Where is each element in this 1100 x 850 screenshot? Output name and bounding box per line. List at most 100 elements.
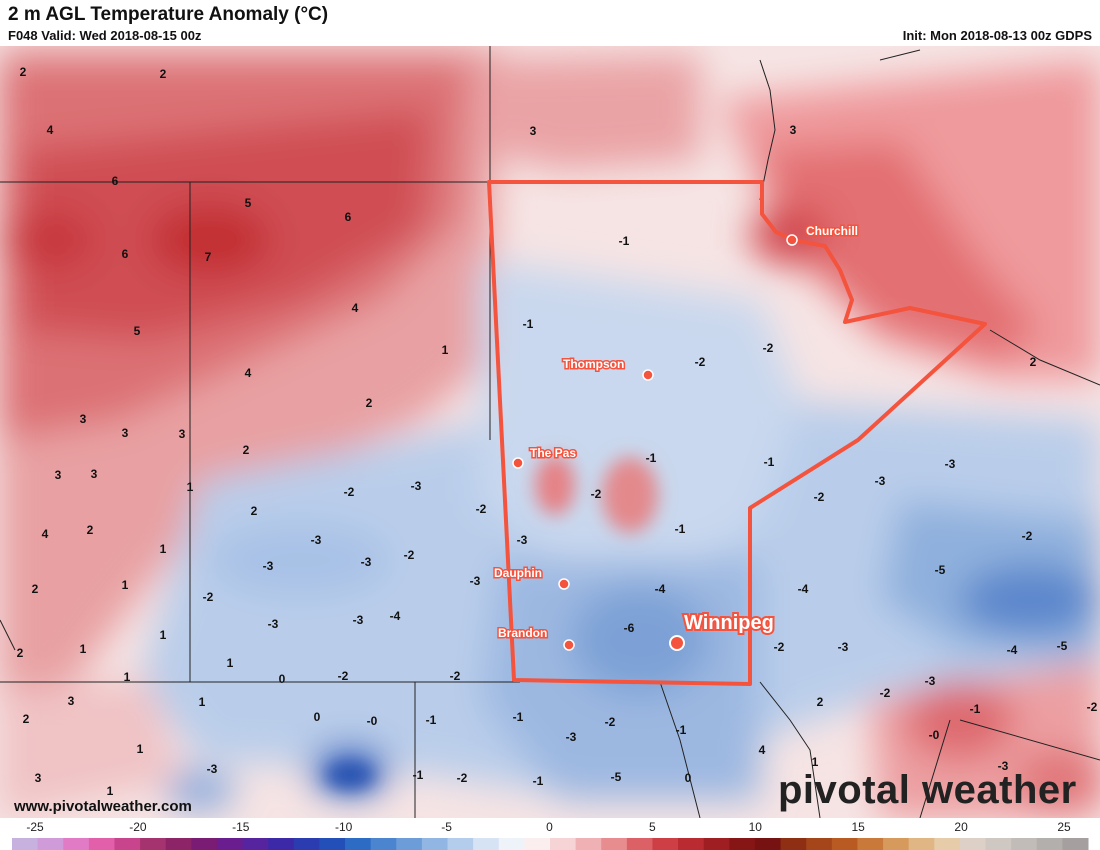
colorbar-swatch [857, 838, 884, 850]
colorbar-tick-label: -25 [26, 820, 44, 834]
value-label: 1 [107, 784, 114, 798]
website-url: www.pivotalweather.com [14, 798, 192, 815]
value-label: -3 [311, 533, 322, 547]
value-label: -1 [676, 723, 687, 737]
value-label: -1 [764, 455, 775, 469]
colorbar-swatch [729, 838, 756, 850]
colorbar-tick-label: 5 [649, 820, 656, 834]
pivotal-weather-logo: pivotal weather [778, 768, 1077, 812]
value-label: -1 [426, 713, 437, 727]
value-label: -5 [611, 770, 622, 784]
value-label: -3 [945, 457, 956, 471]
value-label: -4 [655, 582, 666, 596]
colorbar-swatch [550, 838, 577, 850]
colorbar-tick-label: 15 [851, 820, 865, 834]
colorbar-swatch [831, 838, 858, 850]
value-label: 2 [366, 396, 373, 410]
value-label: 3 [80, 412, 87, 426]
colorbar-swatch [754, 838, 782, 850]
value-label: 0 [279, 672, 286, 686]
value-label: 6 [112, 174, 119, 188]
value-label: 6 [345, 210, 352, 224]
anomaly-detail [325, 455, 658, 789]
value-label: -3 [411, 479, 422, 493]
colorbar-swatch [140, 838, 167, 850]
colorbar-swatch [703, 838, 730, 850]
value-label: 4 [245, 366, 252, 380]
colorbar-swatch [293, 838, 320, 850]
colorbar-swatch [114, 838, 141, 850]
colorbar-swatch [88, 838, 115, 850]
value-label: 2 [251, 504, 258, 518]
colorbar-swatch [1036, 838, 1063, 850]
value-label: -3 [268, 617, 279, 631]
colorbar-tick-label: -20 [129, 820, 147, 834]
colorbar-swatch [601, 838, 628, 850]
colorbar-swatch [678, 838, 705, 850]
city-dot-churchill [786, 234, 798, 246]
value-label: 1 [160, 542, 167, 556]
city-dot-thompson [642, 369, 654, 381]
value-label: -6 [624, 621, 635, 635]
value-label: 0 [685, 771, 692, 785]
value-label: 3 [122, 426, 129, 440]
value-label: 3 [35, 771, 42, 785]
value-label: -2 [763, 341, 774, 355]
value-label: 2 [243, 443, 250, 457]
colorbar-swatch [806, 838, 833, 850]
city-dot-winnipeg [669, 635, 685, 651]
value-label: 2 [17, 646, 24, 660]
colorbar-swatch [216, 838, 244, 850]
value-label: -2 [404, 548, 415, 562]
value-label: 4 [42, 527, 49, 541]
value-label: -2 [450, 669, 461, 683]
value-label: -3 [263, 559, 274, 573]
value-label: -2 [880, 686, 891, 700]
colorbar-swatch [242, 838, 269, 850]
colorbar-tick-label: 10 [748, 820, 762, 834]
city-dot-dauphin [558, 578, 570, 590]
value-label: -3 [838, 640, 849, 654]
value-label: 1 [124, 670, 131, 684]
temperature-anomaly-map: 2 2 4 6 5 6 7 6 5 4 1 4 2 3 3 3 3 3 2 1 … [0, 46, 1100, 818]
colorbar-swatch [780, 838, 807, 850]
value-label: -0 [929, 728, 940, 742]
value-label: 4 [47, 123, 54, 137]
value-label: -1 [523, 317, 534, 331]
value-label: -2 [203, 590, 214, 604]
colorbar-swatches [12, 838, 1089, 850]
value-label: 7 [205, 250, 212, 264]
valid-time: F048 Valid: Wed 2018-08-15 00z [8, 28, 202, 43]
colorbar-swatch [498, 838, 525, 850]
colorbar-swatch [396, 838, 423, 850]
colorbar-swatch [165, 838, 192, 850]
colorbar-swatch [883, 838, 910, 850]
colorbar-swatch [370, 838, 397, 850]
colorbar-swatch [447, 838, 474, 850]
value-label: -3 [566, 730, 577, 744]
colorbar-swatch [421, 838, 449, 850]
value-label: -2 [774, 640, 785, 654]
colorbar-swatch [63, 838, 90, 850]
value-label: 2 [1030, 355, 1037, 369]
value-label: 1 [160, 628, 167, 642]
value-label: 6 [122, 247, 129, 261]
value-label: -5 [935, 563, 946, 577]
value-label: -2 [457, 771, 468, 785]
value-label: -3 [998, 759, 1009, 773]
map-title: 2 m AGL Temperature Anomaly (°C) [8, 4, 329, 25]
anomaly-values: 2 2 4 6 5 6 7 6 5 4 1 4 2 3 3 3 3 3 2 1 … [17, 65, 1098, 798]
value-label: 1 [122, 578, 129, 592]
value-label: -4 [798, 582, 809, 596]
city-label-thompson: Thompson [563, 357, 624, 371]
value-label: -0 [367, 714, 378, 728]
colorbar-swatch [345, 838, 372, 850]
value-label: 4 [352, 301, 359, 315]
value-label: -3 [353, 613, 364, 627]
political-boundaries [0, 46, 1100, 818]
anomaly-field [0, 46, 1100, 818]
colorbar-swatch [985, 838, 1012, 850]
value-label: 1 [442, 343, 449, 357]
colorbar-swatch [319, 838, 346, 850]
colorbar-swatch [473, 838, 500, 850]
